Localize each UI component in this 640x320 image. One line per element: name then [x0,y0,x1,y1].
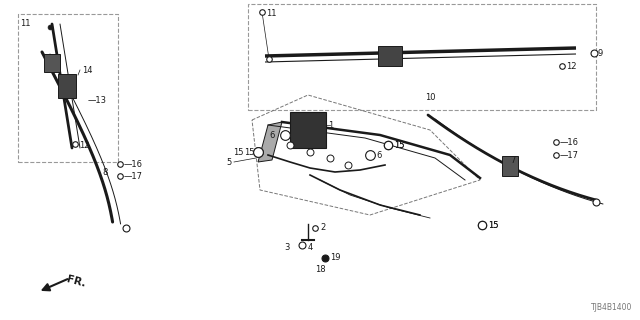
Polygon shape [258,122,282,162]
FancyBboxPatch shape [290,112,326,148]
Text: 18: 18 [315,266,325,275]
FancyBboxPatch shape [378,46,402,66]
Text: 15: 15 [234,148,244,156]
Text: 12: 12 [79,140,90,149]
Text: —16: —16 [124,159,143,169]
Text: 15: 15 [244,148,255,156]
FancyBboxPatch shape [502,156,518,176]
Text: 15: 15 [488,220,499,229]
Text: —16: —16 [560,138,579,147]
Text: 15: 15 [394,140,404,149]
Text: —17: —17 [560,150,579,159]
Text: 2: 2 [320,223,325,233]
Text: 6: 6 [376,150,381,159]
FancyBboxPatch shape [58,74,76,98]
Text: 14: 14 [82,66,93,75]
Text: 10: 10 [425,93,435,102]
Text: FR.: FR. [65,275,86,289]
Bar [248,4,596,110]
FancyArrowPatch shape [43,279,67,290]
Text: 7: 7 [510,156,515,164]
Text: 12: 12 [566,61,577,70]
Text: TJB4B1400: TJB4B1400 [591,303,632,312]
Text: —13: —13 [88,95,107,105]
Text: 19: 19 [330,253,340,262]
Text: 8: 8 [102,167,108,177]
Text: 11: 11 [20,19,31,28]
Text: 3: 3 [285,244,290,252]
Text: —17: —17 [124,172,143,180]
Text: 4: 4 [308,244,313,252]
Text: 15: 15 [394,140,404,149]
Text: 6: 6 [269,131,275,140]
Text: 11: 11 [266,9,276,18]
Text: 1: 1 [328,121,333,130]
FancyBboxPatch shape [44,54,60,72]
Text: 9: 9 [598,49,604,58]
Text: 15: 15 [488,220,499,229]
Text: 5: 5 [227,157,232,166]
Bar [18,14,118,162]
